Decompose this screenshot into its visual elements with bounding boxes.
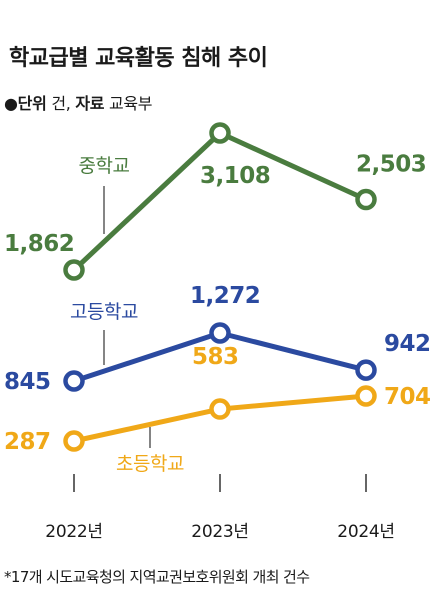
data-label: 942 bbox=[384, 331, 431, 357]
unit-label: 단위 bbox=[17, 94, 47, 113]
data-point bbox=[63, 430, 85, 452]
data-label: 845 bbox=[4, 369, 51, 395]
footnote: *17개 시도교육청의 지역교권보호위원회 개최 건수 bbox=[4, 568, 310, 586]
x-axis: 2022년 2023년 2024년 bbox=[45, 474, 395, 542]
unit-value: 건, bbox=[51, 94, 71, 113]
source-label: 자료 bbox=[75, 94, 105, 113]
series-name-label: 중학교 bbox=[79, 155, 130, 177]
data-point bbox=[209, 322, 231, 344]
series-line bbox=[71, 130, 369, 273]
data-point bbox=[355, 188, 377, 211]
data-label: 287 bbox=[4, 429, 51, 455]
data-label: 704 bbox=[384, 384, 431, 410]
x-tick-label: 2024년 bbox=[337, 522, 394, 542]
data-label: 583 bbox=[192, 344, 239, 370]
series-label-leaders bbox=[103, 186, 151, 448]
x-tick-label: 2022년 bbox=[45, 522, 102, 542]
series-points bbox=[63, 122, 377, 452]
data-label: 3,108 bbox=[200, 163, 270, 189]
data-point bbox=[209, 398, 231, 420]
data-point bbox=[209, 122, 231, 144]
x-tick-label: 2023년 bbox=[191, 522, 248, 542]
series-name-label: 고등학교 bbox=[70, 301, 138, 323]
data-point bbox=[63, 259, 85, 281]
data-point bbox=[355, 385, 377, 407]
bullet-icon: ● bbox=[4, 94, 18, 113]
data-point bbox=[63, 370, 85, 392]
source-value: 교육부 bbox=[108, 94, 153, 113]
data-label: 1,272 bbox=[190, 283, 260, 309]
chart-title: 학교급별 교육활동 침해 추이 bbox=[9, 46, 268, 71]
data-label: 1,862 bbox=[4, 231, 74, 257]
data-point bbox=[355, 359, 377, 381]
data-labels: 1,862 3,108 2,503 845 1,272 942 287 583 704 bbox=[4, 152, 431, 455]
series-name-label: 초등학교 bbox=[116, 453, 184, 475]
data-label: 2,503 bbox=[356, 152, 426, 178]
unit-source-line: ●단위 건, 자료 교육부 bbox=[4, 90, 153, 114]
